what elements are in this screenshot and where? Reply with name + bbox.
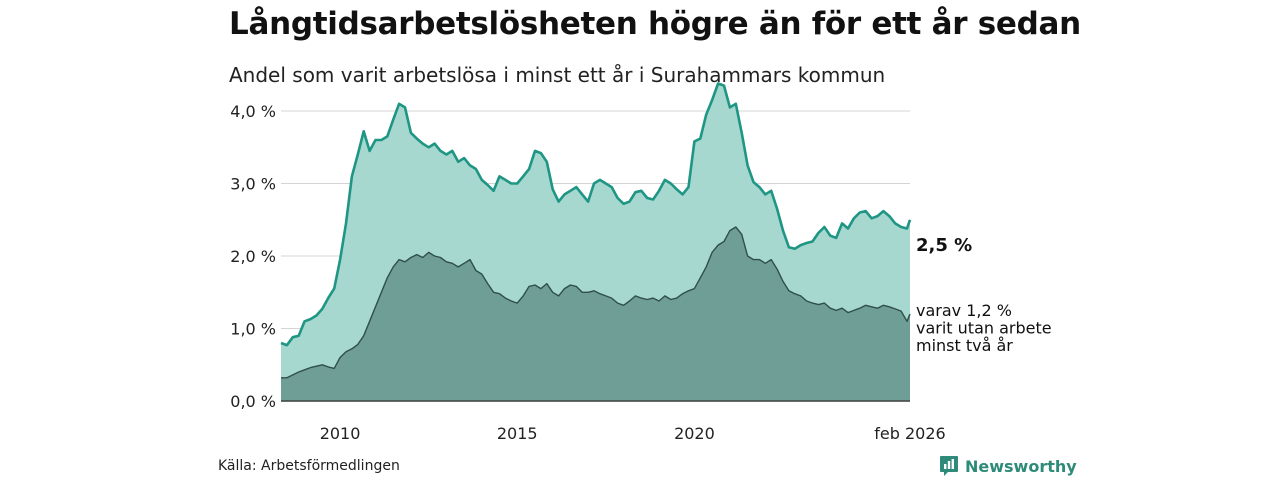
line-total bbox=[280, 82, 912, 347]
chart-title: Långtidsarbetslösheten högre än för ett … bbox=[229, 6, 1081, 42]
source-note: Källa: Arbetsförmedlingen bbox=[218, 458, 400, 474]
y-tick-label: 4,0 % bbox=[230, 102, 276, 121]
end-label-total: 2,5 % bbox=[916, 235, 972, 256]
y-tick-label: 1,0 % bbox=[230, 320, 276, 339]
end-label-sub-line: varit utan arbete bbox=[916, 319, 1052, 338]
y-tick-label: 0,0 % bbox=[230, 392, 276, 411]
brand-name: Newsworthy bbox=[965, 456, 1077, 476]
brand-logo: Newsworthy bbox=[939, 455, 1077, 477]
end-label-sub-line: varav 1,2 % bbox=[916, 301, 1012, 320]
x-axis: 2010 2015 2020 feb 2026 bbox=[320, 424, 946, 443]
y-tick-label: 2,0 % bbox=[230, 247, 276, 266]
x-tick-label: 2015 bbox=[497, 424, 538, 443]
y-axis: 0,0 % 1,0 % 2,0 % 3,0 % 4,0 % bbox=[230, 102, 276, 411]
x-tick-label: 2020 bbox=[674, 424, 715, 443]
end-label-sub-line: minst två år bbox=[916, 336, 1013, 355]
chart-subtitle: Andel som varit arbetslösa i minst ett å… bbox=[229, 63, 886, 87]
newsworthy-logo-icon bbox=[940, 456, 958, 476]
y-tick-label: 3,0 % bbox=[230, 175, 276, 194]
x-tick-label: feb 2026 bbox=[874, 424, 945, 443]
x-tick-label: 2010 bbox=[320, 424, 361, 443]
area-sub bbox=[281, 227, 910, 401]
line-sub bbox=[281, 226, 911, 379]
area-series bbox=[280, 82, 912, 402]
